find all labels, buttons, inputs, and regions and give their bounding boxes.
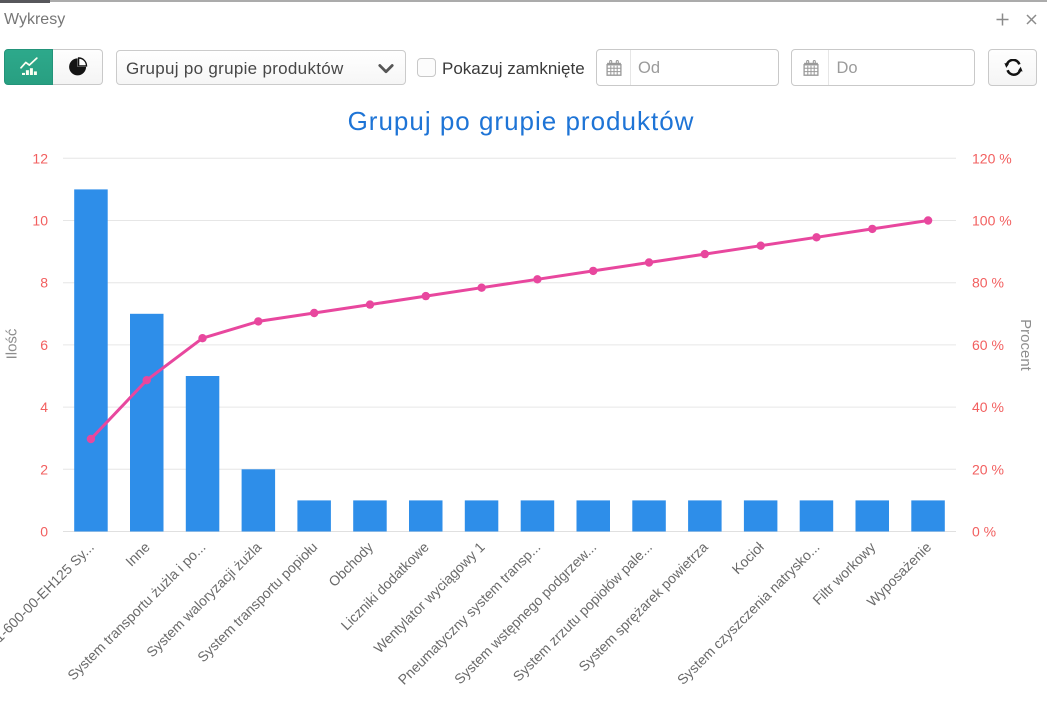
svg-text:Inne: Inne: [122, 539, 153, 570]
svg-text:8: 8: [40, 275, 48, 291]
svg-text:W1-600-00-EH125 Sy...: W1-600-00-EH125 Sy...: [0, 539, 97, 655]
svg-text:12: 12: [32, 150, 48, 166]
svg-text:Procent: Procent: [1017, 319, 1034, 372]
svg-text:100 %: 100 %: [972, 213, 1012, 229]
svg-text:40 %: 40 %: [972, 399, 1004, 415]
svg-text:Obchody: Obchody: [325, 539, 376, 590]
svg-text:Ilość: Ilość: [4, 328, 21, 359]
svg-text:Wentylator wyciągowy 1: Wentylator wyciągowy 1: [370, 539, 487, 656]
svg-text:10: 10: [32, 213, 48, 229]
svg-text:Kocioł: Kocioł: [729, 538, 768, 577]
svg-text:80 %: 80 %: [972, 275, 1004, 291]
svg-text:6: 6: [40, 337, 48, 353]
svg-text:System transportu popiołu: System transportu popiołu: [194, 539, 320, 665]
svg-text:0: 0: [40, 524, 48, 540]
svg-text:20 %: 20 %: [972, 461, 1004, 477]
svg-text:System waloryzacji żużla: System waloryzacji żużla: [143, 539, 264, 660]
svg-text:2: 2: [40, 461, 48, 477]
svg-text:60 %: 60 %: [972, 337, 1004, 353]
svg-text:0 %: 0 %: [972, 524, 996, 540]
svg-text:4: 4: [40, 399, 48, 415]
svg-text:120 %: 120 %: [972, 150, 1012, 166]
